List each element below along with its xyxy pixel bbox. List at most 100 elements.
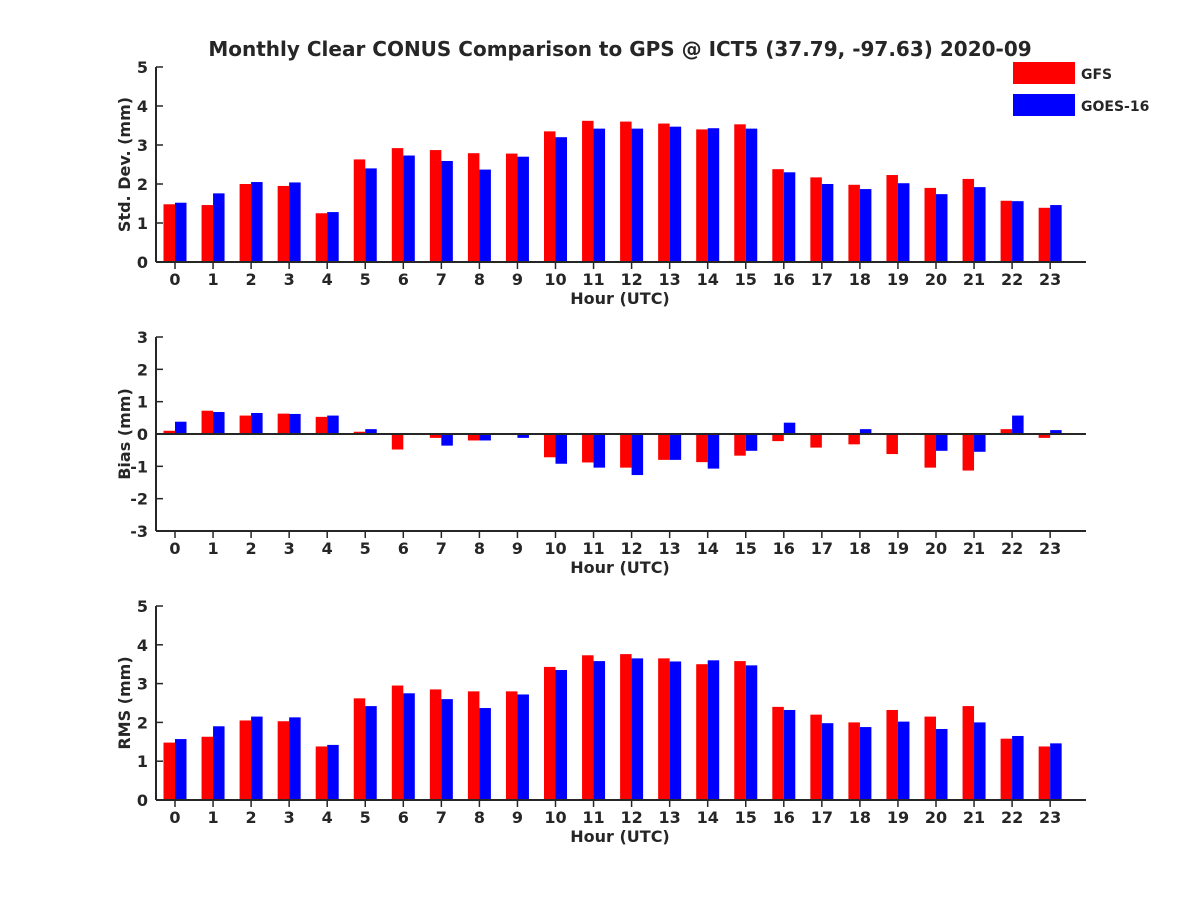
stddev-bar-gfs-h7 [429,150,442,262]
rms-x-tick-label: 6 [398,808,409,827]
bias-bar-goes16-h3 [289,413,301,434]
stddev-bar-gfs-h19 [886,175,898,262]
bias-x-tick-label: 6 [398,539,409,558]
bias-y-axis-title: Bias (mm) [115,388,134,480]
stddev-bar-gfs-h22 [1000,200,1013,262]
stddev-bar-goes16-h21 [974,187,986,262]
bias-x-tick-label: 17 [811,539,833,558]
bias-bar-gfs-h7 [429,434,442,438]
bias-bar-goes16-h2 [251,412,263,434]
bias-bar-gfs-h19 [886,434,898,455]
bias-bar-gfs-h16 [772,434,784,442]
stddev-x-tick-label: 9 [512,270,523,289]
legend: GFS GOES-16 [1013,62,1149,116]
stddev-bar-gfs-h20 [924,187,936,262]
bias-x-tick-label: 10 [544,539,566,558]
stddev-x-tick-label: 11 [582,270,604,289]
bias-x-tick-label: 23 [1039,539,1061,558]
rms-bar-goes16-h22 [1012,735,1024,800]
rms-bar-gfs-h15 [734,661,746,800]
rms-y-tick-label: 0 [137,791,148,810]
rms-bar-goes16-h8 [479,708,491,800]
rms-bar-gfs-h22 [1000,738,1013,800]
legend-swatch-goes16 [1013,94,1075,116]
rms-x-tick-label: 3 [284,808,295,827]
bias-y-tick-label: -2 [130,490,148,509]
stddev-y-tick-label: 4 [137,97,148,116]
stddev-bar-gfs-h15 [734,124,746,262]
bias-x-tick-label: 11 [582,539,604,558]
stddev-bar-goes16-h3 [289,182,301,262]
stddev-bar-goes16-h4 [327,212,339,262]
stddev-bar-goes16-h7 [441,160,453,262]
rms-x-tick-label: 0 [169,808,180,827]
stddev-x-tick-label: 22 [1001,270,1023,289]
rms-bar-goes16-h5 [365,706,377,800]
stddev-bar-goes16-h17 [821,184,834,262]
bias-bar-goes16-h13 [669,434,682,460]
rms-y-tick-label: 2 [137,713,148,732]
rms-bar-gfs-h19 [886,709,898,800]
rms-bar-goes16-h9 [517,694,529,800]
stddev-bar-goes16-h9 [517,156,529,262]
rms-x-tick-label: 14 [697,808,719,827]
bias-x-tick-label: 7 [436,539,447,558]
stddev-y-tick-label: 5 [137,58,148,77]
bias-bar-gfs-h8 [467,434,480,441]
rms-x-tick-label: 9 [512,808,523,827]
bias-x-tick-label: 14 [697,539,719,558]
stddev-bar-goes16-h8 [479,169,491,262]
bias-bar-goes16-h16 [783,422,796,434]
rms-bar-gfs-h13 [658,658,670,800]
stddev-bar-gfs-h5 [353,159,366,262]
stddev-x-tick-label: 23 [1039,270,1061,289]
stddev-bar-gfs-h11 [582,120,594,262]
stddev-bar-goes16-h18 [859,189,872,262]
bias-y-tick-label: -1 [130,457,148,476]
rms-bar-goes16-h21 [974,722,986,800]
bias-bar-goes16-h14 [707,434,720,469]
stddev-bar-gfs-h10 [544,131,556,262]
bias-bar-gfs-h15 [734,434,746,456]
rms-y-tick-label: 4 [137,636,148,655]
rms-bar-goes16-h2 [251,716,263,800]
rms-x-tick-label: 7 [436,808,447,827]
rms-x-tick-label: 19 [887,808,909,827]
rms-bar-gfs-h6 [391,685,404,800]
stddev-bar-goes16-h1 [213,193,225,262]
bias-bar-gfs-h12 [620,434,632,468]
rms-bar-goes16-h19 [897,721,910,800]
rms-bar-gfs-h23 [1038,746,1051,800]
stddev-x-tick-label: 17 [811,270,833,289]
figure-title: Monthly Clear CONUS Comparison to GPS @ … [208,37,1031,61]
rms-bar-goes16-h15 [745,665,758,800]
rms-x-tick-label: 4 [322,808,333,827]
bias-bar-gfs-h18 [848,434,860,445]
stddev-x-tick-label: 13 [659,270,681,289]
stddev-x-tick-label: 0 [169,270,180,289]
rms-bar-gfs-h14 [696,664,708,800]
rms-x-tick-label: 1 [207,808,218,827]
bias-y-tick-label: 0 [137,425,148,444]
stddev-x-tick-label: 1 [207,270,218,289]
rms-x-tick-label: 15 [735,808,757,827]
stddev-bar-gfs-h16 [772,169,784,262]
bias-bar-goes16-h9 [517,434,529,438]
bias-bar-goes16-h10 [555,434,567,464]
bias-x-tick-label: 18 [849,539,871,558]
bias-y-tick-label: 3 [137,328,148,347]
bias-bar-gfs-h14 [696,434,708,463]
stddev-x-tick-label: 3 [284,270,295,289]
stddev-x-tick-label: 6 [398,270,409,289]
stddev-x-tick-label: 8 [474,270,485,289]
stddev-bar-goes16-h13 [669,126,682,262]
bias-bar-goes16-h23 [1050,430,1062,434]
rms-bar-goes16-h6 [403,693,415,800]
stddev-y-tick-label: 3 [137,136,148,155]
stddev-bar-goes16-h20 [936,194,948,262]
stddev-bar-goes16-h15 [745,128,758,262]
rms-y-axis-title: RMS (mm) [115,656,134,749]
